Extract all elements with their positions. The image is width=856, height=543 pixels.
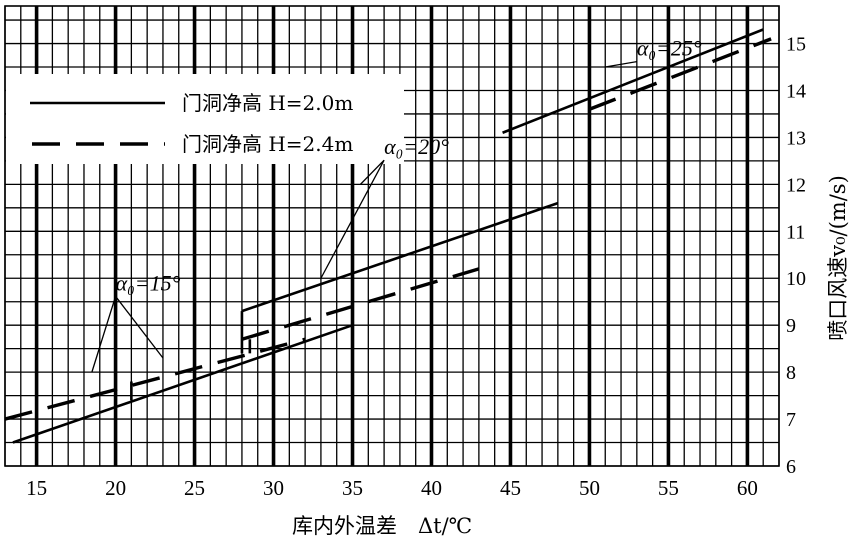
x-tick-label: 35 [342,476,363,500]
legend-background [6,74,404,164]
annotation-leader-1-1 [320,159,385,279]
y-tick-label: 14 [786,80,806,102]
y-tick-label: 9 [786,315,796,337]
annotations: α₀=15° α₀=20° α₀=25° [91,36,702,373]
x-tick-label: 15 [26,476,47,500]
annotation-leader-1-0 [359,159,385,185]
series-line-dashed-5 [588,37,772,111]
annotation-leader-0-1 [115,295,164,359]
y-tick-label: 8 [786,362,796,384]
annotation-leader-0-0 [91,296,117,373]
series-line-solid-2 [502,28,764,134]
x-tick-label: 40 [421,476,442,500]
annotation-label-1: α₀=20° [384,134,449,159]
y-tick-label: 6 [786,456,796,478]
y-tick-label: 12 [786,174,806,196]
series-line-solid-0 [12,323,353,444]
series-line-dashed-3 [4,337,306,421]
legend-entry-solid: 门洞净高 H=2.0m [182,91,353,115]
legend-entry-dashed: 门洞净高 H=2.4m [182,132,353,156]
x-tick-label: 20 [105,476,126,500]
legend: 门洞净高 H=2.0m 门洞净高 H=2.4m [30,91,353,156]
annotation-label-2: α₀=25° [637,36,702,61]
x-tick-label: 45 [500,476,521,500]
y-tick-label: 15 [786,34,806,56]
y-tick-label: 13 [786,127,806,149]
series-line-solid-1 [241,201,559,313]
tick-labels: 15 20 25 30 35 40 45 50 55 60 6 7 8 9 10 11 12 13 14 15 [26,34,806,500]
annotation-label-0: α₀=15° [116,270,181,295]
x-axis-label: 库内外温差 Δt/℃ [292,514,472,538]
plot-frame [4,5,780,467]
y-axis-label: 喷口风速v₀/(m/s) [826,175,850,341]
x-tick-label: 25 [184,476,205,500]
x-tick-label: 55 [658,476,679,500]
y-tick-label: 10 [786,268,806,290]
x-tick-label: 50 [579,476,600,500]
x-tick-label: 60 [737,476,758,500]
y-tick-label: 11 [786,221,805,243]
x-tick-label: 30 [263,476,284,500]
y-tick-label: 7 [786,409,796,431]
series-lines [4,28,772,444]
annotation-leader-2-0 [605,60,637,68]
